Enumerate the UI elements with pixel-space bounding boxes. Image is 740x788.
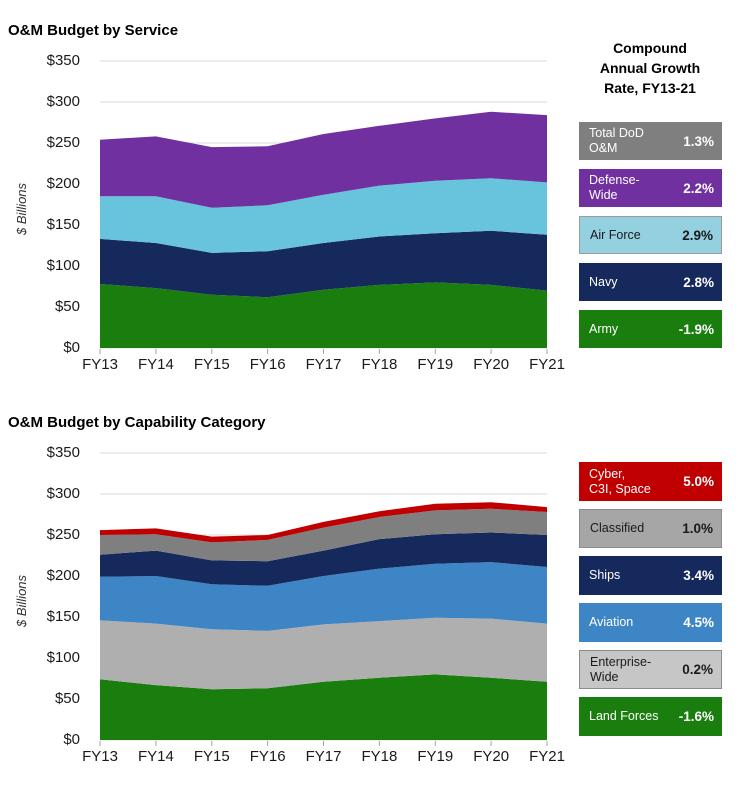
capability-legend: Cyber, C3I, Space 5.0% Classified 1.0% Ships… [579, 462, 722, 736]
area-aviation [100, 562, 547, 631]
y-axis-tick-label: $50 [54, 298, 80, 315]
y-axis-tick-label: $250 [46, 526, 80, 543]
legend-item-label: Defense- Wide [589, 173, 640, 202]
x-axis-tick-label: FY13 [82, 356, 118, 373]
y-axis-tick-label: $350 [46, 444, 80, 461]
x-axis-tick-label: FY18 [361, 748, 398, 765]
legend-item-label: Aviation [589, 615, 634, 629]
service-area-chart [99, 60, 548, 354]
legend-item-value: 1.3% [683, 133, 714, 149]
area-cyber-c3i-space [100, 502, 547, 543]
y-axis-tick-label: $200 [46, 175, 80, 192]
y-axis-tick-label: $150 [46, 216, 80, 233]
x-axis-tick-label: FY13 [82, 748, 118, 765]
legend-item-label: Air Force [590, 227, 641, 242]
area-enterprise-wide [100, 617, 547, 690]
cagr-legend-header: Compound Annual Growth Rate, FY13-21 [599, 40, 701, 96]
area-land-forces [100, 674, 547, 740]
x-axis-tick-label: FY16 [249, 356, 286, 373]
y-axis-tick-label: $350 [46, 52, 80, 69]
legend-item-aviation: Aviation 4.5% [579, 603, 722, 642]
y-axis-tick-label: $300 [46, 485, 80, 502]
legend-item-navy: Navy 2.8% [579, 263, 722, 301]
x-axis-tick-label: FY14 [137, 748, 174, 765]
x-axis-tick-label: FY16 [249, 748, 286, 765]
legend-item-label: Navy [589, 274, 618, 289]
y-axis-tick-label: $50 [54, 690, 80, 707]
legend-item-label: Cyber, C3I, Space [589, 466, 651, 496]
legend-item-label: Ships [589, 568, 621, 582]
x-axis-tick-label: FY21 [529, 356, 565, 373]
legend-item-value: 5.0% [683, 474, 714, 489]
legend-item-value: 2.9% [682, 227, 713, 243]
legend-item-label: Army [589, 321, 619, 336]
x-axis-tick-label: FY19 [417, 356, 454, 373]
y-axis-tick-label: $250 [46, 134, 80, 151]
legend-item-label: Enterprise- Wide [590, 654, 652, 684]
legend-item-army: Army -1.9% [579, 310, 722, 348]
y-axis-tick-label: $100 [46, 257, 80, 274]
service-legend: Total DoD O&M 1.3% Defense- Wide 2.2% Air Fo… [579, 122, 722, 348]
legend-item-land-forces: Land Forces -1.6% [579, 697, 722, 736]
x-axis-tick-label: FY17 [305, 356, 342, 373]
legend-item-value: 4.5% [683, 615, 714, 630]
y-axis-tick-label: $100 [46, 649, 80, 666]
capability-chart-title: O&M Budget by Capability Category [8, 414, 266, 431]
legend-item-value: 1.0% [682, 521, 713, 536]
legend-item-label: Land Forces [589, 709, 659, 723]
x-axis-tick-label: FY20 [473, 356, 510, 373]
legend-item-value: -1.9% [678, 321, 714, 337]
area-army [100, 282, 547, 348]
legend-item-ships: Ships 3.4% [579, 556, 722, 595]
legend-item-value: 2.8% [683, 274, 714, 290]
x-axis-tick-label: FY17 [305, 748, 342, 765]
y-axis-tick-label: $0 [63, 339, 80, 356]
legend-item-enterprise-wide: Enterprise- Wide 0.2% [579, 650, 722, 689]
y-axis-tick-label: $200 [46, 567, 80, 584]
area-defense-wide [100, 111, 547, 208]
legend-item-air-force: Air Force 2.9% [579, 216, 722, 254]
x-axis-tick-label: FY15 [193, 356, 230, 373]
x-axis-tick-label: FY20 [473, 748, 510, 765]
legend-item-value: 3.4% [683, 568, 714, 583]
area-air-force [100, 178, 547, 253]
legend-item-label: Total DoD O&M [589, 126, 644, 155]
legend-item-value: 0.2% [682, 662, 713, 677]
x-axis-tick-label: FY19 [417, 748, 454, 765]
area-ships [100, 532, 547, 586]
x-axis-tick-label: FY18 [361, 356, 398, 373]
legend-item-value: 2.2% [683, 180, 714, 196]
capability-area-chart [99, 452, 548, 746]
area-classified [100, 508, 547, 562]
y-axis-tick-label: $300 [46, 93, 80, 110]
legend-item-value: -1.6% [678, 709, 714, 724]
area-navy [100, 230, 547, 298]
legend-item-total-dod-o-m: Total DoD O&M 1.3% [579, 122, 722, 160]
y-axis-tick-label: $150 [46, 608, 80, 625]
x-axis-tick-label: FY21 [529, 748, 565, 765]
legend-item-defense-wide: Defense- Wide 2.2% [579, 169, 722, 207]
x-axis-tick-label: FY14 [137, 356, 174, 373]
x-axis-tick-label: FY15 [193, 748, 230, 765]
y-axis-tick-label: $0 [63, 731, 80, 748]
legend-item-label: Classified [590, 521, 645, 535]
service-chart-title: O&M Budget by Service [8, 22, 179, 39]
legend-item-cyber-c3i-space: Cyber, C3I, Space 5.0% [579, 462, 722, 501]
legend-item-classified: Classified 1.0% [579, 509, 722, 548]
